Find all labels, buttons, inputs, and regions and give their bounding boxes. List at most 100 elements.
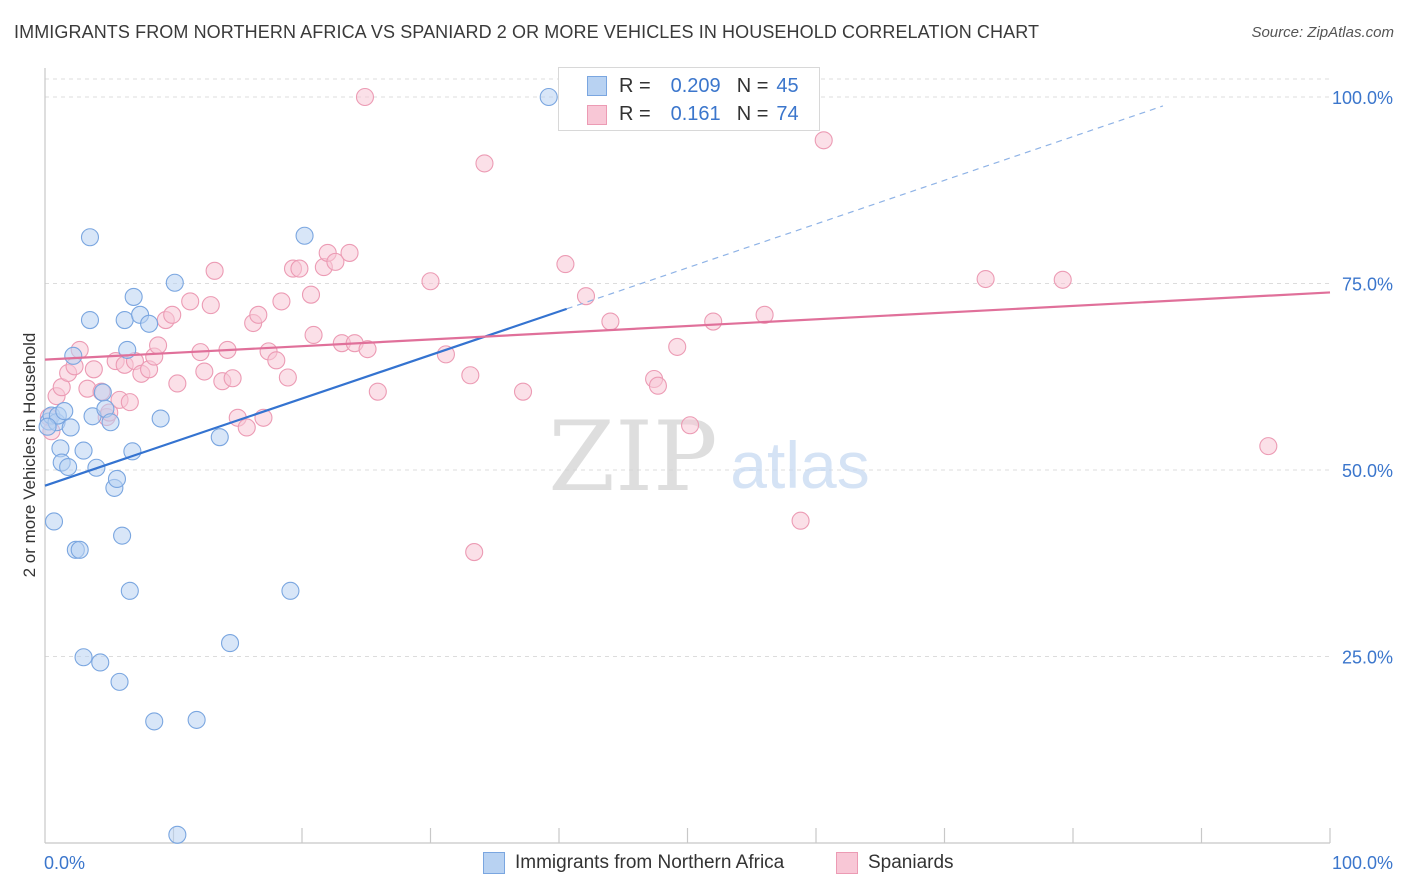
source-label: Source: ZipAtlas.com [1251, 24, 1394, 41]
series-legend-swatch-pink [836, 852, 858, 874]
point-northern-africa [70, 540, 89, 559]
point-spaniards [223, 369, 242, 388]
point-northern-africa [38, 417, 57, 436]
point-northern-africa [80, 228, 100, 247]
point-spaniards [704, 312, 723, 331]
point-northern-africa [91, 653, 110, 672]
point-northern-africa [145, 712, 164, 731]
point-northern-africa [220, 634, 240, 653]
point-northern-africa [210, 428, 229, 447]
point-spaniards [1259, 437, 1278, 456]
legend-row-blue: R = 0.209 N = 45 [619, 71, 799, 101]
point-northern-africa [61, 418, 80, 437]
legend-n-label: N = [736, 102, 769, 125]
series-legend-item-pink: Spaniards [836, 852, 954, 874]
legend-r-value-blue: 0.209 [670, 74, 721, 97]
point-northern-africa [113, 526, 132, 545]
point-spaniards [648, 376, 667, 395]
grid-layer [45, 78, 1332, 657]
point-spaniards [120, 393, 139, 412]
point-northern-africa [74, 441, 93, 460]
legend-r-label: R = [619, 102, 651, 125]
point-spaniards [249, 305, 268, 324]
point-spaniards [168, 374, 187, 393]
point-northern-africa [187, 710, 206, 729]
point-spaniards [556, 255, 575, 274]
series-legend-label-pink: Spaniards [868, 852, 954, 873]
point-spaniards [278, 368, 297, 387]
y-tick-label: 25.0% [1342, 648, 1393, 668]
point-spaniards [976, 269, 995, 289]
point-northern-africa [165, 273, 184, 292]
point-spaniards [205, 261, 224, 280]
point-spaniards [1053, 270, 1072, 289]
point-spaniards [755, 305, 774, 324]
point-spaniards [195, 362, 214, 381]
point-spaniards [465, 543, 484, 562]
point-spaniards [358, 340, 377, 359]
point-northern-africa [64, 346, 83, 365]
point-spaniards [475, 154, 494, 173]
watermark: ZIP atlas [548, 401, 869, 513]
y-tick-label: 100.0% [1332, 88, 1393, 108]
point-spaniards [681, 416, 700, 435]
point-spaniards [326, 252, 345, 271]
point-spaniards [267, 351, 286, 370]
point-northern-africa [124, 287, 143, 306]
point-northern-africa [55, 402, 74, 421]
point-northern-africa [281, 581, 300, 600]
point-spaniards [668, 337, 687, 356]
point-spaniards [791, 511, 810, 530]
point-northern-africa [115, 311, 134, 330]
legend-r-label: R = [619, 74, 651, 97]
point-northern-africa [539, 87, 558, 107]
trendline-spaniards [44, 291, 1331, 361]
point-spaniards [814, 131, 833, 150]
watermark-atlas: atlas [730, 428, 869, 502]
point-northern-africa [107, 469, 127, 489]
legend-n-value-blue: 45 [776, 74, 799, 97]
point-spaniards [163, 305, 182, 324]
legend-n-label: N = [736, 74, 769, 97]
point-spaniards [461, 366, 480, 385]
x-tick-label: 0.0% [44, 853, 85, 873]
legend-r-value-pink: 0.161 [670, 102, 721, 125]
point-spaniards [421, 272, 440, 291]
point-northern-africa [140, 314, 159, 333]
point-spaniards [355, 87, 375, 107]
series-legend-swatch-blue [483, 852, 505, 874]
point-northern-africa [151, 409, 170, 428]
point-spaniards [290, 259, 309, 278]
axis-layer [44, 68, 1331, 844]
tick-label-layer: 25.0% 50.0% 75.0% 100.0% 0.0% 100.0% [44, 88, 1393, 873]
point-northern-africa [110, 672, 129, 691]
point-spaniards [340, 243, 359, 262]
point-northern-africa [168, 825, 187, 844]
point-spaniards [304, 325, 323, 345]
trend-layer [44, 105, 1331, 487]
point-northern-africa [74, 648, 93, 667]
point-northern-africa [59, 457, 78, 477]
point-spaniards [149, 336, 168, 355]
point-spaniards [272, 292, 291, 311]
point-northern-africa [80, 311, 100, 330]
legend-n-value-pink: 74 [776, 102, 799, 125]
trendline-northern-africa [44, 307, 568, 487]
point-northern-africa [93, 383, 112, 402]
point-spaniards [84, 360, 103, 379]
series-legend-item-blue: Immigrants from Northern Africa [483, 852, 784, 874]
legend-row-pink: R = 0.161 N = 74 [619, 99, 799, 129]
legend-swatch-pink [587, 105, 607, 125]
point-northern-africa [120, 581, 139, 600]
y-tick-label: 50.0% [1342, 461, 1393, 481]
point-spaniards [513, 382, 533, 401]
point-spaniards [181, 292, 200, 311]
point-northern-africa [44, 512, 64, 531]
point-spaniards [237, 418, 256, 437]
point-northern-africa [101, 413, 120, 432]
point-spaniards [601, 312, 620, 331]
trendline-northern-africa-extension [566, 105, 1164, 310]
point-spaniards [301, 285, 321, 304]
points-layer [38, 87, 1278, 844]
